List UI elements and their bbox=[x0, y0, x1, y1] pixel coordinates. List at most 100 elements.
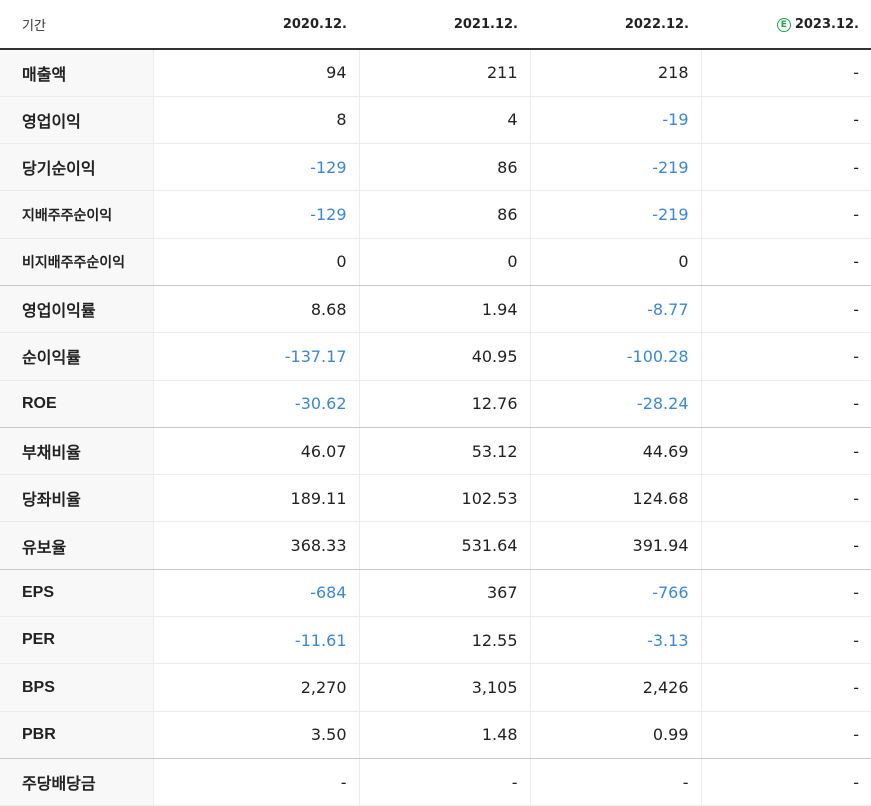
period-header-label: 기간 bbox=[0, 0, 153, 50]
row-label: 부채비율 bbox=[0, 427, 153, 476]
row-value: 12.76 bbox=[358, 380, 530, 428]
row-label: EPS bbox=[0, 569, 153, 618]
table-row: ROE -30.62 12.76 -28.24- bbox=[0, 380, 871, 428]
row-label: BPS bbox=[0, 663, 153, 712]
row-value: - bbox=[700, 143, 871, 192]
row-value: 102.53 bbox=[358, 474, 530, 523]
row-value: 368.33 bbox=[152, 521, 359, 570]
table-body: 매출액 94 211 218- 영업이익 8 4 -19- 당기순이익 -129 86 -219- 지배… bbox=[0, 49, 871, 806]
row-value: - bbox=[700, 474, 871, 523]
row-value: -3.13 bbox=[529, 616, 701, 665]
table-row: PBR 3.50 1.48 0.99- bbox=[0, 711, 871, 759]
table-row: 영업이익률 8.68 1.94 -8.77- bbox=[0, 285, 871, 334]
row-value: 1.48 bbox=[358, 711, 530, 759]
row-value: - bbox=[700, 758, 871, 806]
row-value: 8.68 bbox=[152, 285, 359, 334]
row-value: 3.50 bbox=[152, 711, 359, 759]
row-value: - bbox=[529, 758, 701, 806]
row-value: 0 bbox=[358, 238, 530, 286]
row-value: 189.11 bbox=[152, 474, 359, 523]
header-row: 기간 2020.12. 2021.12. 2022.12. E 2023.12. bbox=[0, 0, 871, 50]
row-value: - bbox=[700, 332, 871, 381]
row-value: 94 bbox=[152, 49, 359, 97]
table-row: 주당배당금 - - - - bbox=[0, 758, 871, 806]
row-value: 0 bbox=[152, 238, 359, 286]
period-header-2023: 2023.12. bbox=[794, 16, 859, 32]
row-value: -19 bbox=[529, 96, 701, 145]
row-value: - bbox=[358, 758, 530, 806]
row-value: 2,270 bbox=[152, 663, 359, 712]
row-value: 124.68 bbox=[529, 474, 701, 523]
row-value: - bbox=[700, 427, 871, 476]
row-value: 1.94 bbox=[358, 285, 530, 334]
row-value: -129 bbox=[152, 143, 359, 192]
row-value: - bbox=[152, 758, 359, 806]
row-label: 영업이익률 bbox=[0, 285, 153, 334]
row-label: 지배주주순이익 bbox=[0, 190, 153, 239]
row-value: 44.69 bbox=[529, 427, 701, 476]
table-row: 비지배주주순이익 0 0 0- bbox=[0, 238, 871, 286]
table-row: 지배주주순이익 -129 86 -219- bbox=[0, 190, 871, 239]
row-value: -8.77 bbox=[529, 285, 701, 334]
row-label: ROE bbox=[0, 380, 153, 428]
estimate-icon: E bbox=[776, 17, 791, 32]
row-value: 4 bbox=[358, 96, 530, 145]
table-row: BPS 2,270 3,105 2,426- bbox=[0, 663, 871, 712]
row-value: 40.95 bbox=[358, 332, 530, 381]
row-label: 당기순이익 bbox=[0, 143, 153, 192]
row-value: 0.99 bbox=[529, 711, 701, 759]
row-value: 391.94 bbox=[529, 521, 701, 570]
row-value: - bbox=[700, 190, 871, 239]
row-value: 46.07 bbox=[152, 427, 359, 476]
row-label: 순이익률 bbox=[0, 332, 153, 381]
row-value: 211 bbox=[358, 49, 530, 97]
table-row: EPS -684 367 -766- bbox=[0, 569, 871, 618]
period-header-2023-estimate: E 2023.12. bbox=[701, 0, 871, 50]
table-row: 당기순이익 -129 86 -219- bbox=[0, 143, 871, 192]
row-label: PER bbox=[0, 616, 153, 665]
row-value: -30.62 bbox=[152, 380, 359, 428]
row-value: 531.64 bbox=[358, 521, 530, 570]
row-value: - bbox=[700, 238, 871, 286]
row-value: - bbox=[700, 616, 871, 665]
row-label: 매출액 bbox=[0, 49, 153, 97]
row-value: -137.17 bbox=[152, 332, 359, 381]
row-value: 218 bbox=[529, 49, 701, 97]
row-label: PBR bbox=[0, 711, 153, 759]
row-value: 12.55 bbox=[358, 616, 530, 665]
table-row: 매출액 94 211 218- bbox=[0, 49, 871, 97]
period-header-2022: 2022.12. bbox=[530, 0, 701, 50]
row-value: - bbox=[700, 521, 871, 570]
period-header-2021: 2021.12. bbox=[359, 0, 530, 50]
row-value: 2,426 bbox=[529, 663, 701, 712]
row-value: - bbox=[700, 49, 871, 97]
row-value: -684 bbox=[152, 569, 359, 618]
row-label: 비지배주주순이익 bbox=[0, 238, 153, 286]
row-value: 86 bbox=[358, 190, 530, 239]
row-value: - bbox=[700, 285, 871, 334]
row-value: 367 bbox=[358, 569, 530, 618]
row-value: -219 bbox=[529, 190, 701, 239]
row-label: 당좌비율 bbox=[0, 474, 153, 523]
row-value: -11.61 bbox=[152, 616, 359, 665]
row-value: 8 bbox=[152, 96, 359, 145]
row-value: 86 bbox=[358, 143, 530, 192]
row-label: 주당배당금 bbox=[0, 758, 153, 806]
table-row: 당좌비율 189.11 102.53 124.68- bbox=[0, 474, 871, 523]
period-header-2020: 2020.12. bbox=[153, 0, 359, 50]
table-row: 영업이익 8 4 -19- bbox=[0, 96, 871, 145]
row-value: - bbox=[700, 96, 871, 145]
row-value: - bbox=[700, 380, 871, 428]
row-value: - bbox=[700, 711, 871, 759]
row-value: 0 bbox=[529, 238, 701, 286]
table-row: 유보율 368.33 531.64 391.94- bbox=[0, 521, 871, 570]
row-value: -129 bbox=[152, 190, 359, 239]
table-row: 순이익률 -137.17 40.95 -100.28- bbox=[0, 332, 871, 381]
table-row: 부채비율 46.07 53.12 44.69- bbox=[0, 427, 871, 476]
row-label: 유보율 bbox=[0, 521, 153, 570]
row-value: 3,105 bbox=[358, 663, 530, 712]
row-value: -766 bbox=[529, 569, 701, 618]
row-value: - bbox=[700, 569, 871, 618]
row-value: 53.12 bbox=[358, 427, 530, 476]
